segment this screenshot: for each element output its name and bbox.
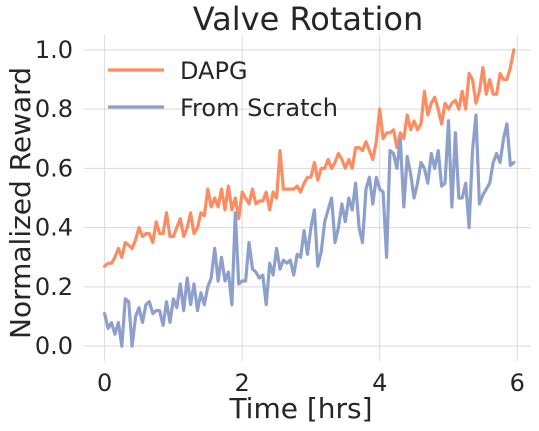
series-group: [102, 48, 516, 348]
y-tick-label: 0.2: [35, 273, 73, 301]
y-tick-label: 0.4: [35, 214, 73, 242]
x-axis-label: Time [hrs]: [228, 392, 372, 425]
x-tick-label: 6: [510, 369, 525, 397]
x-tick-label: 4: [372, 369, 387, 397]
y-tick-label: 1.0: [35, 36, 73, 64]
x-tick-label: 0: [97, 369, 112, 397]
x-tick-label: 2: [235, 369, 250, 397]
legend-label: From Scratch: [180, 94, 338, 122]
series-line-from-scratch: [102, 113, 516, 348]
y-tick-label: 0.8: [35, 95, 73, 123]
chart-title: Valve Rotation: [193, 0, 424, 38]
y-tick-label: 0.0: [35, 332, 73, 360]
y-axis-label: Normalized Reward: [4, 67, 37, 339]
axis-ticks: 0 2 4 6 0.0 0.2 0.4 0.6 0.8 1.0: [35, 36, 525, 397]
y-tick-label: 0.6: [35, 154, 73, 182]
legend-label: DAPG: [180, 57, 248, 85]
series-line-dapg: [102, 48, 516, 268]
legend: DAPG From Scratch: [108, 57, 338, 122]
